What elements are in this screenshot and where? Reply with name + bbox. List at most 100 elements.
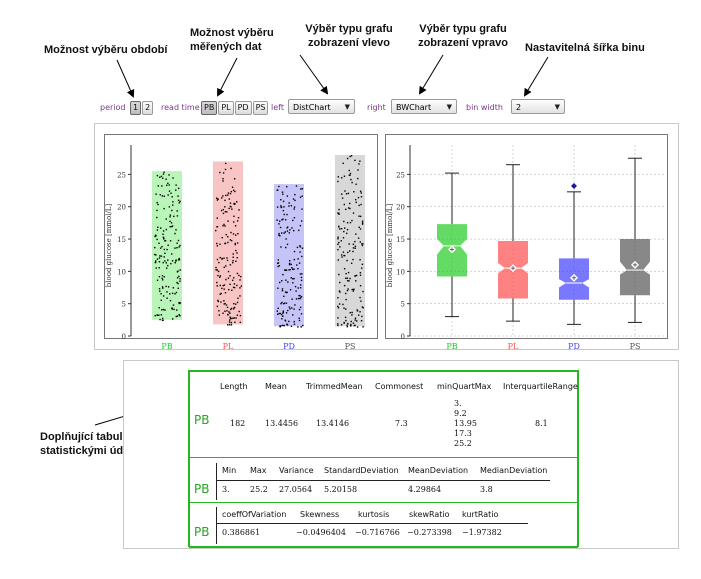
right-chart-dropdown[interactable]: BWChart ▼ <box>391 99 457 114</box>
dist-point <box>176 277 179 279</box>
left-chart-dropdown[interactable]: DistChart ▼ <box>288 99 355 114</box>
stats-panel <box>123 360 679 549</box>
dist-point <box>350 262 353 264</box>
dist-point <box>167 244 169 246</box>
read-time-label: read time <box>161 103 200 112</box>
dist-point <box>164 252 166 255</box>
dist-point <box>354 198 357 201</box>
y-tick-label: 10 <box>117 268 126 276</box>
dist-point <box>289 308 291 310</box>
period-button-1[interactable]: 1 <box>130 101 142 115</box>
dist-point <box>354 240 356 243</box>
y-tick-label: 5 <box>122 301 126 309</box>
dist-point <box>233 286 236 289</box>
dist-point <box>338 213 340 215</box>
dist-point <box>165 267 168 269</box>
dist-point <box>296 264 298 266</box>
bin-width-dropdown[interactable]: 2 ▼ <box>511 99 565 114</box>
dist-point <box>163 195 165 197</box>
read-time-button-pl[interactable]: PL <box>218 101 234 115</box>
dist-point <box>156 238 158 241</box>
dist-point <box>158 307 160 309</box>
dist-point <box>171 260 174 262</box>
dist-point <box>281 288 284 290</box>
dist-point <box>362 307 364 309</box>
dist-point <box>240 285 243 287</box>
dist-point <box>236 284 238 287</box>
dist-point <box>337 212 339 214</box>
period-button-2[interactable]: 2 <box>142 101 154 115</box>
dist-point <box>354 319 356 321</box>
dist-point <box>286 323 288 325</box>
dist-point <box>348 202 351 205</box>
dist-point <box>283 324 285 327</box>
stat-header-min-quart-max: minQuartMax <box>437 382 492 391</box>
dist-point <box>297 268 299 270</box>
dist-point <box>162 308 165 311</box>
dist-point <box>225 304 228 306</box>
dist-point <box>338 273 340 276</box>
dist-point <box>156 258 159 260</box>
dist-point <box>352 290 355 292</box>
dist-point <box>177 287 179 290</box>
x-category-label: PB <box>161 342 172 351</box>
dist-point <box>221 197 223 199</box>
dist-point <box>289 268 292 271</box>
dist-point <box>280 302 282 305</box>
stat-value-coeff-of-variation: 0.386861 <box>222 528 261 537</box>
dist-point <box>348 169 350 172</box>
read-time-button-pd[interactable]: PD <box>234 101 252 115</box>
dist-point <box>156 314 158 316</box>
dist-point <box>281 280 283 282</box>
dist-point <box>299 297 302 299</box>
outlier-point <box>571 183 577 190</box>
right-label: right <box>367 103 386 112</box>
dist-point <box>282 310 285 312</box>
dist-point <box>361 243 363 245</box>
dist-point <box>154 246 156 249</box>
dist-point <box>178 313 180 316</box>
dist-point <box>157 226 159 229</box>
dist-point <box>154 261 157 264</box>
dist-point <box>349 155 351 158</box>
dist-point <box>361 263 364 266</box>
dist-point <box>346 228 349 231</box>
read-time-button-ps[interactable]: PS <box>252 101 269 115</box>
dist-point <box>359 274 362 276</box>
dist-point <box>163 276 165 278</box>
dist-point <box>178 302 181 304</box>
dist-point <box>226 257 228 259</box>
dist-point <box>170 262 172 265</box>
dist-point <box>276 206 279 208</box>
dist-point <box>298 308 301 311</box>
stat-header-variance: Variance <box>279 466 314 475</box>
dist-point <box>157 185 160 187</box>
dist-point <box>350 155 353 157</box>
dist-point <box>290 277 292 279</box>
dist-point <box>235 249 237 252</box>
dist-point <box>178 202 180 204</box>
dist-point <box>230 321 233 324</box>
dist-point <box>276 219 278 221</box>
dist-point <box>177 282 179 285</box>
y-tick-label: 20 <box>396 204 405 212</box>
dist-point <box>345 298 347 301</box>
dist-point <box>343 230 345 233</box>
dist-point <box>162 295 165 297</box>
dist-point <box>289 289 292 291</box>
dist-point <box>229 202 232 204</box>
dist-point <box>179 302 182 304</box>
period-selector[interactable]: 1 2 <box>130 101 154 115</box>
dist-point <box>360 196 363 198</box>
dist-point <box>224 162 227 165</box>
dist-point <box>337 259 339 261</box>
dist-point <box>161 277 163 280</box>
dist-point <box>161 185 163 187</box>
read-time-button-pb[interactable]: PB <box>201 101 218 115</box>
read-time-selector[interactable]: PB PL PD PS <box>201 101 269 115</box>
arrow-bin-width <box>523 56 549 97</box>
dist-point <box>229 316 231 318</box>
dist-point <box>228 311 230 313</box>
dist-point <box>285 246 287 249</box>
dist-point <box>357 177 359 180</box>
